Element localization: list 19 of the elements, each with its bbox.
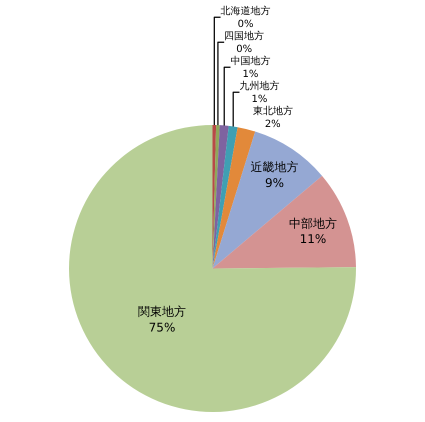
data-label: 0%	[238, 18, 254, 30]
slice-label: 関東地方	[138, 304, 186, 319]
data-label: 1%	[242, 68, 258, 80]
data-label: 1%	[252, 94, 268, 105]
data-label: 9%	[264, 176, 284, 190]
data-label: 11%	[300, 232, 326, 246]
slice-label: 九州地方	[239, 80, 280, 92]
data-label: 75%	[148, 320, 176, 334]
slice-label: 東北地方	[252, 104, 293, 117]
pie-slice	[212, 126, 238, 268]
data-label: 2%	[264, 118, 281, 130]
slice-label: 四国地方	[224, 30, 264, 42]
pie-slice	[212, 176, 356, 268]
data-label: 0%	[236, 44, 252, 55]
slice-label: 中部地方	[288, 216, 337, 230]
pie-slice	[212, 125, 229, 268]
slice-label: 北海道地方	[220, 4, 271, 17]
slice-label: 近畿地方	[250, 160, 298, 174]
slice-label: 中国地方	[230, 54, 270, 67]
